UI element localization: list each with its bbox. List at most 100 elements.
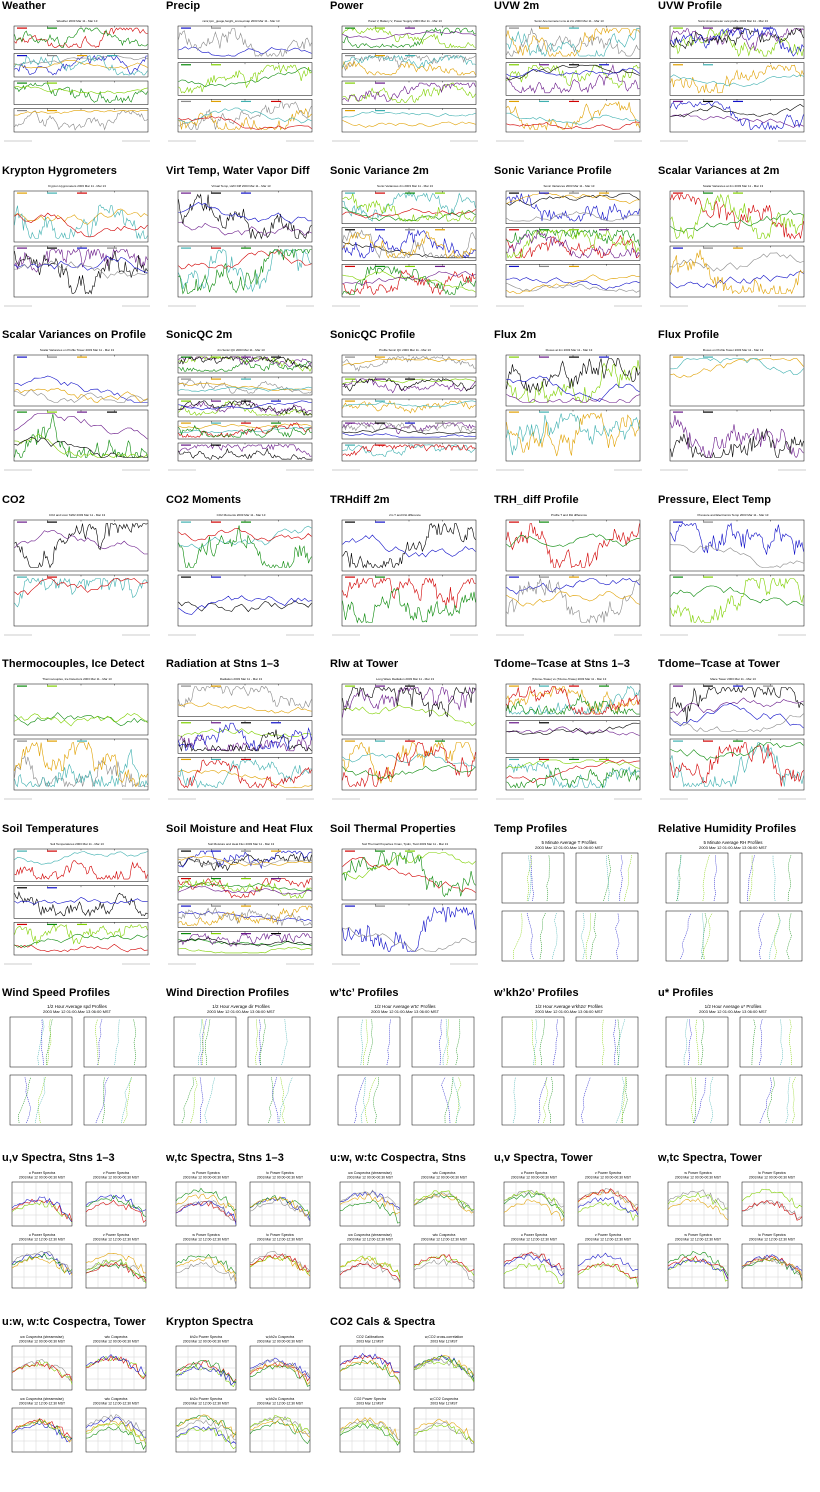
plot-thumbnail[interactable]: 1/2 Hour Average u* Profiles 2003 Mar 12 … xyxy=(658,1003,808,1131)
plot-tile[interactable]: w,tc Spectra, Tower w Power Spectra 2003 M… xyxy=(656,1152,812,1302)
plot-tile[interactable]: Soil Thermal Properties Soil Thermal Prop… xyxy=(328,823,484,973)
plot-thumbnail[interactable]: Fluxes at 2m 2003 Mar 11 - Mar 13 xyxy=(494,345,644,473)
plot-tile[interactable]: w,tc Spectra, Stns 1–3 w Power Spectra 200… xyxy=(164,1152,320,1302)
plot-thumbnail[interactable]: 5 Minute Average T Profiles 2003 Mar 12 0… xyxy=(494,838,644,967)
plot-tile[interactable]: CO2 CO2 and Licor 6262 2003 Mar 11 - Mar … xyxy=(0,494,156,644)
plot-tile-title[interactable]: CO2 Moments xyxy=(166,493,242,506)
plot-thumbnail[interactable]: (Tdome-Tcase) vs (Tdome-Tcase) 2003 Mar … xyxy=(494,674,644,802)
plot-tile[interactable]: Relative Humidity Profiles 5 Minute Avera… xyxy=(656,823,812,973)
plot-thumbnail[interactable]: Profile Sonic QC 2003 Mar 11 - Mar 13 xyxy=(330,345,480,473)
plot-tile[interactable]: SonicQC 2m 2m Sonic QC 2003 Mar 11 - Mar … xyxy=(164,329,320,479)
plot-tile-title[interactable]: Krypton Hygrometers xyxy=(2,164,117,177)
plot-tile-title[interactable]: Thermocouples, Ice Detect xyxy=(2,658,145,670)
plot-tile-title[interactable]: Virt Temp, Water Vapor Diff xyxy=(166,164,310,177)
plot-tile[interactable]: Sonic Variance 2m Sonic Variances 2m 2003… xyxy=(328,165,484,315)
plot-tile[interactable]: Temp Profiles 5 Minute Average T Profiles… xyxy=(492,823,648,973)
plot-thumbnail[interactable]: 1/2 Hour Average w'tc' Profiles 2003 Mar … xyxy=(330,1003,480,1131)
plot-tile-title[interactable]: Weather xyxy=(2,0,46,12)
plot-thumbnail[interactable]: uw Cospectra (streamwise) 2003 Mar 12 00:… xyxy=(330,1167,480,1296)
plot-tile[interactable]: Precip rainr,tpm_guage,height_snow,etnap … xyxy=(164,0,320,150)
plot-tile-title[interactable]: TRH_diff Profile xyxy=(494,493,579,506)
plot-tile[interactable]: Soil Temperatures Soil Temperatures 2003 … xyxy=(0,823,156,973)
plot-thumbnail[interactable]: CO2 and Licor 6262 2003 Mar 11 - Mar 13 xyxy=(2,509,152,638)
plot-thumbnail[interactable]: Sonic Anemometer uvw at 2m 2003 Mar 11 -… xyxy=(494,16,644,144)
plot-tile[interactable]: Wind Speed Profiles 1/2 Hour Average spd … xyxy=(0,987,156,1137)
plot-thumbnail[interactable]: Krypton Hygrometers 2003 Mar 11 - Mar 13 xyxy=(2,180,152,309)
plot-thumbnail[interactable]: Scalar Variances at 2m 2003 Mar 11 - Mar… xyxy=(658,180,808,309)
plot-tile[interactable]: TRHdiff 2m 2m T and RH difference xyxy=(328,494,484,644)
plot-tile-title[interactable]: Tdome–Tcase at Tower xyxy=(658,658,781,670)
plot-thumbnail[interactable]: Scalar Variances on Profile Tower 2003 M… xyxy=(2,345,152,473)
plot-tile-title[interactable]: Scalar Variances on Profile xyxy=(2,329,146,341)
plot-thumbnail[interactable]: Fluxes on Profile Tower 2003 Mar 11 - Ma… xyxy=(658,345,808,473)
plot-tile[interactable]: Power Panel V, Battery V, Power Supply 20… xyxy=(328,0,484,150)
plot-thumbnail[interactable]: 1/2 Hour Average w'kh2o' Profiles 2003 Ma… xyxy=(494,1003,644,1131)
plot-tile-title[interactable]: w,tc Spectra, Stns 1–3 xyxy=(166,1151,284,1164)
plot-tile[interactable]: Flux 2m Fluxes at 2m 2003 Mar 11 - Mar 13 xyxy=(492,329,648,479)
plot-tile[interactable]: Krypton Spectra kh2o Power Spectra 2003 Ma… xyxy=(164,1316,320,1466)
plot-tile-title[interactable]: Scalar Variances at 2m xyxy=(658,164,780,177)
plot-tile-title[interactable]: Wind Speed Profiles xyxy=(2,987,111,999)
plot-tile[interactable]: Radiation at Stns 1–3 Radiation 2003 Mar … xyxy=(164,658,320,808)
plot-tile[interactable]: Weather Weather 2003 Mar 11 - Mar 13 xyxy=(0,0,156,150)
plot-tile-title[interactable]: TRHdiff 2m xyxy=(330,493,390,506)
plot-thumbnail[interactable]: CO2 Calibrations 2003 Mar 12 MST w,CO2 cro… xyxy=(330,1332,480,1460)
plot-thumbnail[interactable]: kh2o Power Spectra 2003 Mar 12 00:00-00:3… xyxy=(166,1332,316,1460)
plot-tile[interactable]: Krypton Hygrometers Krypton Hygrometers 2… xyxy=(0,165,156,315)
plot-tile-title[interactable]: Relative Humidity Profiles xyxy=(658,822,797,835)
plot-tile-title[interactable]: Soil Moisture and Heat Flux xyxy=(166,822,313,835)
plot-tile[interactable]: w’kh2o’ Profiles 1/2 Hour Average w'kh2o'… xyxy=(492,987,648,1137)
plot-thumbnail[interactable]: Thermocouples, Ice Detectors 2003 Mar 11… xyxy=(2,674,152,802)
plot-tile-title[interactable]: Temp Profiles xyxy=(494,822,568,835)
plot-thumbnail[interactable]: 1/2 Hour Average spd Profiles 2003 Mar 12… xyxy=(2,1003,152,1131)
plot-tile-title[interactable]: UVW 2m xyxy=(494,0,540,12)
plot-tile[interactable]: TRH_diff Profile Profile T and RH differe… xyxy=(492,494,648,644)
plot-thumbnail[interactable]: Mace Tower 2003 Mar 11 - Mar 13 xyxy=(658,674,808,802)
plot-tile-title[interactable]: Pressure, Elect Temp xyxy=(658,493,772,506)
plot-tile-title[interactable]: Rlw at Tower xyxy=(330,658,399,670)
plot-tile-title[interactable]: Power xyxy=(330,0,364,12)
plot-tile-title[interactable]: u,v Spectra, Stns 1–3 xyxy=(2,1151,115,1164)
plot-tile-title[interactable]: w,tc Spectra, Tower xyxy=(658,1151,762,1164)
plot-thumbnail[interactable]: CO2 Moments 2003 Mar 11 - Mar 13 xyxy=(166,509,316,638)
plot-thumbnail[interactable]: Weather 2003 Mar 11 - Mar 13 xyxy=(2,16,152,144)
plot-tile-title[interactable]: Sonic Variance 2m xyxy=(330,164,429,177)
plot-tile[interactable]: Scalar Variances on Profile Scalar Varian… xyxy=(0,329,156,479)
plot-tile-title[interactable]: u:w, w:tc Cospectra, Stns xyxy=(330,1151,466,1164)
plot-tile[interactable]: Soil Moisture and Heat Flux Soil Moisture… xyxy=(164,823,320,973)
plot-tile-title[interactable]: Wind Direction Profiles xyxy=(166,987,290,999)
plot-thumbnail[interactable]: uw Cospectra (streamwise) 2003 Mar 12 00:… xyxy=(2,1332,152,1460)
plot-tile[interactable]: u:w, w:tc Cospectra, Stns uw Cospectra (s… xyxy=(328,1152,484,1302)
plot-thumbnail[interactable]: u Power Spectra 2003 Mar 12 00:00-00:30 M… xyxy=(494,1167,644,1296)
plot-tile-title[interactable]: SonicQC 2m xyxy=(166,329,233,341)
plot-tile[interactable]: CO2 Cals & Spectra CO2 Calibrations 2003 M… xyxy=(328,1316,484,1466)
plot-tile-title[interactable]: Sonic Variance Profile xyxy=(494,164,612,177)
plot-thumbnail[interactable]: Sonic Variances 2m 2003 Mar 11 - Mar 13 xyxy=(330,180,480,309)
plot-tile[interactable]: u* Profiles 1/2 Hour Average u* Profiles 2… xyxy=(656,987,812,1137)
plot-thumbnail[interactable]: u Power Spectra 2003 Mar 12 00:00-00:30 M… xyxy=(2,1167,152,1296)
plot-tile[interactable]: u,v Spectra, Stns 1–3 u Power Spectra 2003… xyxy=(0,1152,156,1302)
plot-thumbnail[interactable]: w Power Spectra 2003 Mar 12 00:00-00:30 M… xyxy=(166,1167,316,1296)
plot-tile-title[interactable]: CO2 xyxy=(2,493,25,506)
plot-tile[interactable]: Pressure, Elect Temp Pressure and Electro… xyxy=(656,494,812,644)
plot-tile-title[interactable]: Flux 2m xyxy=(494,329,537,341)
plot-thumbnail[interactable]: Soil Thermal Properties Vmax, Tpdm, Tsoi… xyxy=(330,838,480,967)
plot-tile[interactable]: UVW 2m Sonic Anemometer uvw at 2m 2003 Ma… xyxy=(492,0,648,150)
plot-thumbnail[interactable]: Sonic Variances 2003 Mar 11 - Mar 13 xyxy=(494,180,644,309)
plot-thumbnail[interactable]: w Power Spectra 2003 Mar 12 00:00-00:30 M… xyxy=(658,1167,808,1296)
plot-thumbnail[interactable]: Profile T and RH difference xyxy=(494,509,644,638)
plot-thumbnail[interactable]: Sonic Anemometer uvw profile 2003 Mar 11… xyxy=(658,16,808,144)
plot-tile-title[interactable]: Tdome–Tcase at Stns 1–3 xyxy=(494,658,630,670)
plot-tile[interactable]: u:w, w:tc Cospectra, Tower uw Cospectra (… xyxy=(0,1316,156,1466)
plot-tile-title[interactable]: u,v Spectra, Tower xyxy=(494,1151,593,1164)
plot-tile-title[interactable]: Soil Temperatures xyxy=(2,822,99,835)
plot-thumbnail[interactable]: 1/2 Hour Average dir Profiles 2003 Mar 12… xyxy=(166,1003,316,1131)
plot-thumbnail[interactable]: Pressure and Electronics Temp 2003 Mar 1… xyxy=(658,509,808,638)
plot-tile-title[interactable]: w’kh2o’ Profiles xyxy=(494,987,579,999)
plot-thumbnail[interactable]: rainr,tpm_guage,height_snow,etnap 2003 M… xyxy=(166,16,316,144)
plot-thumbnail[interactable]: Panel V, Battery V, Power Supply 2003 Ma… xyxy=(330,16,480,144)
plot-tile[interactable]: Tdome–Tcase at Tower Mace Tower 2003 Mar … xyxy=(656,658,812,808)
plot-tile[interactable]: UVW Profile Sonic Anemometer uvw profile … xyxy=(656,0,812,150)
plot-tile-title[interactable]: Flux Profile xyxy=(658,329,720,341)
plot-thumbnail[interactable]: Virtual Temp, H2O Diff 2003 Mar 11 - Mar… xyxy=(166,180,316,309)
